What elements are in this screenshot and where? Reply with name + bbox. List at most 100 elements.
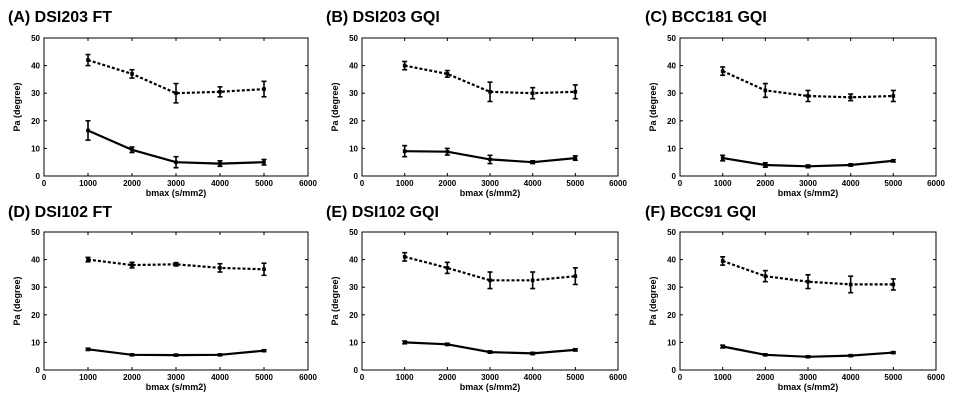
x-tick-label: 3000 bbox=[481, 373, 499, 382]
x-tick-label: 6000 bbox=[609, 179, 627, 188]
data-point bbox=[848, 353, 853, 358]
data-point bbox=[130, 147, 134, 152]
x-tick-label: 3000 bbox=[799, 179, 817, 188]
data-point bbox=[130, 72, 134, 76]
data-point bbox=[86, 58, 90, 62]
data-point bbox=[174, 160, 178, 164]
x-tick-label: 6000 bbox=[609, 373, 627, 382]
data-point bbox=[262, 267, 266, 272]
y-axis-label: Pa (degree) bbox=[330, 276, 340, 325]
chart-panel-3: (C) BCC181 GQI 0 10 20 30 40 50 0 1000 2000 3000 40… bbox=[645, 9, 945, 198]
x-tick-label: 6000 bbox=[927, 179, 945, 188]
panel-title: (F) BCC91 GQI bbox=[645, 204, 756, 221]
plot-frame bbox=[43, 37, 309, 177]
data-point bbox=[174, 353, 178, 357]
x-tick-label: 1000 bbox=[714, 373, 732, 382]
y-tick-label: 30 bbox=[349, 283, 358, 292]
data-point bbox=[445, 149, 450, 154]
y-tick-label: 0 bbox=[354, 172, 359, 181]
x-axis-label: bmax (s/mm2) bbox=[778, 382, 839, 392]
data-point bbox=[445, 266, 450, 270]
data-point bbox=[174, 262, 178, 267]
y-tick-label: 10 bbox=[667, 144, 676, 153]
x-tick-label: 0 bbox=[42, 373, 47, 382]
series-dashed-line bbox=[87, 59, 265, 95]
x-tick-label: 0 bbox=[678, 179, 683, 188]
panel-title: (E) DSI102 GQI bbox=[326, 204, 439, 221]
y-tick-label: 50 bbox=[349, 34, 358, 43]
data-point bbox=[218, 266, 222, 270]
data-point bbox=[806, 354, 810, 359]
y-tick-label: 30 bbox=[31, 283, 40, 292]
x-tick-label: 3000 bbox=[167, 179, 185, 188]
data-point bbox=[573, 348, 578, 352]
panel-title: (C) BCC181 GQI bbox=[645, 9, 767, 26]
panel-title: (A) DSI203 FT bbox=[8, 9, 112, 26]
y-tick-label: 50 bbox=[31, 34, 40, 43]
y-tick-label: 50 bbox=[667, 228, 676, 237]
x-tick-label: 0 bbox=[360, 179, 365, 188]
y-tick-label: 20 bbox=[349, 117, 358, 126]
data-point bbox=[488, 90, 492, 94]
chart-panel-6: (F) BCC91 GQI 0 10 20 30 40 50 0 1000 2000 3000 400… bbox=[645, 204, 945, 392]
series-dashed-line bbox=[87, 258, 265, 271]
data-point bbox=[720, 69, 725, 73]
data-point bbox=[86, 347, 90, 352]
x-tick-label: 0 bbox=[360, 373, 365, 382]
x-tick-label: 2000 bbox=[756, 179, 774, 188]
x-tick-label: 1000 bbox=[79, 373, 97, 382]
y-tick-label: 40 bbox=[31, 62, 40, 71]
y-tick-label: 40 bbox=[667, 62, 676, 71]
x-tick-label: 6000 bbox=[927, 373, 945, 382]
y-tick-label: 0 bbox=[672, 366, 677, 375]
chart-panel-2: (B) DSI203 GQI 0 10 20 30 40 50 0 1000 2000 3000 40… bbox=[326, 9, 627, 198]
x-tick-label: 6000 bbox=[299, 179, 317, 188]
data-point bbox=[402, 63, 407, 68]
data-point bbox=[720, 344, 725, 349]
x-tick-label: 5000 bbox=[255, 373, 273, 382]
x-tick-label: 5000 bbox=[566, 373, 584, 382]
y-tick-label: 50 bbox=[31, 228, 40, 237]
x-tick-label: 2000 bbox=[123, 179, 141, 188]
y-axis-label: Pa (degree) bbox=[648, 276, 658, 325]
plot-frame bbox=[679, 231, 937, 371]
data-point bbox=[763, 274, 768, 278]
x-tick-label: 1000 bbox=[714, 179, 732, 188]
x-tick-label: 4000 bbox=[842, 373, 860, 382]
x-tick-label: 2000 bbox=[438, 179, 456, 188]
y-tick-label: 40 bbox=[349, 256, 358, 265]
y-tick-label: 30 bbox=[349, 89, 358, 98]
data-point bbox=[402, 340, 407, 345]
y-tick-label: 20 bbox=[349, 311, 358, 320]
x-tick-label: 2000 bbox=[123, 373, 141, 382]
data-point bbox=[130, 263, 134, 267]
x-tick-label: 3000 bbox=[481, 179, 499, 188]
series-dashed-line bbox=[404, 64, 576, 95]
data-point bbox=[530, 91, 535, 95]
x-tick-label: 3000 bbox=[167, 373, 185, 382]
data-point bbox=[763, 163, 768, 167]
data-point bbox=[262, 160, 266, 164]
data-point bbox=[445, 72, 450, 76]
data-point bbox=[891, 94, 896, 98]
data-point bbox=[488, 157, 492, 162]
y-tick-label: 20 bbox=[31, 311, 40, 320]
x-tick-label: 5000 bbox=[566, 179, 584, 188]
data-point bbox=[530, 160, 535, 164]
data-point bbox=[891, 282, 896, 287]
chart-panel-1: (A) DSI203 FT 0 10 20 30 40 50 0 1000 2000 3000 400… bbox=[8, 9, 317, 198]
data-point bbox=[218, 90, 222, 94]
y-axis-label: Pa (degree) bbox=[12, 276, 22, 325]
x-tick-label: 2000 bbox=[438, 373, 456, 382]
x-tick-label: 4000 bbox=[842, 179, 860, 188]
series-dashed-line bbox=[722, 259, 894, 286]
y-tick-label: 30 bbox=[667, 89, 676, 98]
y-tick-label: 40 bbox=[349, 62, 358, 71]
x-tick-label: 6000 bbox=[299, 373, 317, 382]
data-point bbox=[530, 351, 535, 356]
panel-title: (B) DSI203 GQI bbox=[326, 9, 440, 26]
data-point bbox=[720, 259, 725, 263]
x-tick-label: 4000 bbox=[524, 373, 542, 382]
data-point bbox=[488, 350, 492, 354]
data-point bbox=[763, 353, 768, 357]
